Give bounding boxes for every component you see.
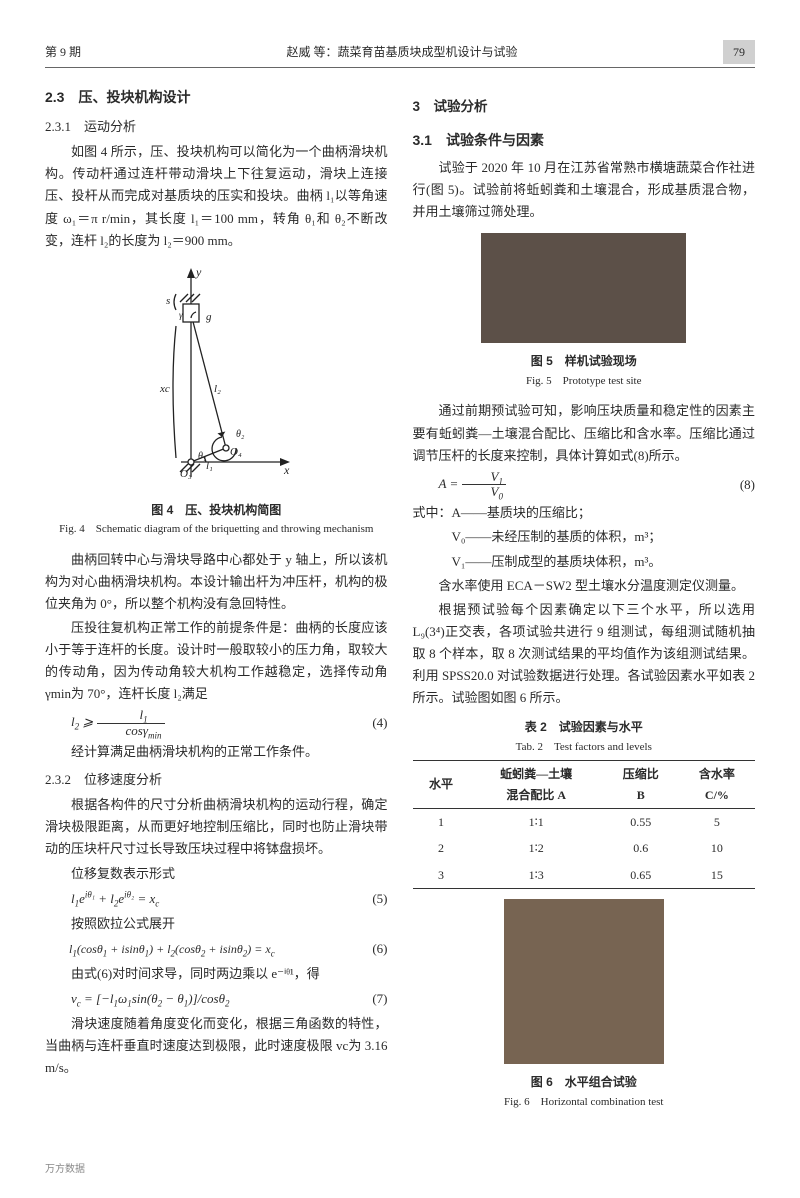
section-2-3-1-heading: 2.3.1 运动分析 [45,116,388,138]
table-row: 31∶30.6515 [413,862,756,889]
para-231c: 压投往复机构正常工作的前提条件是：曲柄的长度应该小于等于连杆的长度。设计时一般取… [45,617,388,705]
page-header: 第 9 期 赵威 等：蔬菜育苗基质块成型机设计与试验 79 [45,40,755,68]
table-cell: 5 [679,809,755,836]
figure-4-caption-en: Fig. 4 Schematic diagram of the briquett… [45,520,388,539]
para-231b: 曲柄回转中心与滑块导路中心都处于 y 轴上，所以该机构为对心曲柄滑块机构。本设计… [45,549,388,615]
table-cell: 1∶1 [470,809,603,836]
table-2-title-cn: 表 2 试验因素与水平 [413,717,756,737]
figure-5-caption-en: Fig. 5 Prototype test site [413,372,756,391]
svg-text:x: x [283,463,290,477]
figure-6-box: 图 6 水平组合试验 Fig. 6 Horizontal combination… [413,899,756,1111]
para-31b: 通过前期预试验可知，影响压块质量和稳定性的因素主要有蚯蚓粪—土壤混合配比、压缩比… [413,400,756,466]
para-232c: 按照欧拉公式展开 [45,913,388,935]
table-cell: 1∶2 [470,835,603,861]
table-cell: 1 [413,809,470,836]
svg-text:O₄: O₄ [230,446,242,458]
table-cell: 0.6 [603,835,679,861]
figure-5-photo [481,233,686,343]
para-31c: 式中：A——基质块的压缩比； [413,502,756,524]
para-231a: 如图 4 所示，压、投块机构可以简化为一个曲柄滑块机构。传动杆通过连杆带动滑块上… [45,141,388,251]
page-number: 79 [723,40,755,64]
table-cell: 15 [679,862,755,889]
svg-text:θ₂: θ₂ [236,429,245,440]
table-header-cell: 水平 [413,761,470,809]
eq8-number: (8) [740,474,755,496]
figure-5-caption-cn: 图 5 样机试验现场 [413,351,756,371]
svg-text:l₁: l₁ [206,460,213,472]
table-2-box: 表 2 试验因素与水平 Tab. 2 Test factors and leve… [413,717,756,889]
svg-text:s: s [166,295,170,307]
equation-7: vc = [−l1ω1sin(θ2 − θ1)]/cosθ2 (7) [45,988,388,1010]
table-row: 11∶10.555 [413,809,756,836]
svg-text:y: y [195,265,202,279]
para-232a: 根据各构件的尺寸分析曲柄滑块机构的运动行程，确定滑块极限距离，从而更好地控制压缩… [45,794,388,860]
eq6-number: (6) [372,938,387,960]
para-31g: 根据预试验每个因素确定以下三个水平，所以选用 L₉(3⁴)正交表，各项试验共进行… [413,599,756,709]
table-header-cell: 压缩比B [603,761,679,809]
table-cell: 10 [679,835,755,861]
table-header-cell: 含水率C/% [679,761,755,809]
para-232e: 滑块速度随着角度变化而变化，根据三角函数的特性，当曲柄与连杆垂直时速度达到极限，… [45,1013,388,1079]
equation-4: l2 ⩾ l1cosγmin (4) [45,708,388,738]
eq5-number: (5) [372,888,387,910]
equation-6: l1(cosθ1 + isinθ1) + l2(cosθ2 + isinθ2) … [45,938,388,960]
section-2-3-heading: 2.3 压、投块机构设计 [45,86,388,110]
section-3-heading: 3 试验分析 [413,96,756,119]
table-cell: 2 [413,835,470,861]
equation-8: A = V1V0 (8) [413,470,756,500]
figure-5-box: 图 5 样机试验现场 Fig. 5 Prototype test site [413,233,756,390]
right-column: 3 试验分析 3.1 试验条件与因素 试验于 2020 年 10 月在江苏省常熟… [413,86,756,1121]
table-2-title-en: Tab. 2 Test factors and levels [413,738,756,757]
content-columns: 2.3 压、投块机构设计 2.3.1 运动分析 如图 4 所示，压、投块机构可以… [45,86,755,1121]
figure-6-photo [504,899,664,1064]
figure-6-caption-en: Fig. 6 Horizontal combination test [413,1093,756,1112]
section-3-1-heading: 3.1 试验条件与因素 [413,129,756,153]
left-column: 2.3 压、投块机构设计 2.3.1 运动分析 如图 4 所示，压、投块机构可以… [45,86,388,1121]
table-cell: 3 [413,862,470,889]
figure-6-caption-cn: 图 6 水平组合试验 [413,1072,756,1092]
para-31d: V₀——未经压制的基质的体积，m³； [413,526,756,548]
svg-text:l₂: l₂ [214,383,221,395]
issue-label: 第 9 期 [45,42,81,62]
table-header-cell: 蚯蚓粪—土壤混合配比 A [470,761,603,809]
para-231d: 经计算满足曲柄滑块机构的正常工作条件。 [45,741,388,763]
svg-text:xc: xc [159,383,170,395]
figure-4-box: y x O₃ O₄ l₁ l₂ θ₁ θ₂ g s γ xc 图 4 压、投块机… [45,262,388,539]
running-title: 赵威 等：蔬菜育苗基质块成型机设计与试验 [287,42,518,62]
table-row: 21∶20.610 [413,835,756,861]
figure-4-diagram: y x O₃ O₄ l₁ l₂ θ₁ θ₂ g s γ xc [136,262,296,492]
eq7-number: (7) [372,988,387,1010]
table-2: 水平蚯蚓粪—土壤混合配比 A压缩比B含水率C/% 11∶10.55521∶20.… [413,760,756,889]
equation-5: l1eiθ₁ + l2eiθ₂ = xc (5) [45,888,388,910]
para-31f: 含水率使用 ECA－SW2 型土壤水分温度测定仪测量。 [413,575,756,597]
svg-text:θ₁: θ₁ [198,451,206,462]
svg-text:O₃: O₃ [180,468,192,480]
section-2-3-2-heading: 2.3.2 位移速度分析 [45,769,388,791]
footer-text: 万方数据 [45,1161,755,1178]
table-cell: 1∶3 [470,862,603,889]
table-cell: 0.65 [603,862,679,889]
svg-text:g: g [206,311,212,323]
para-31a: 试验于 2020 年 10 月在江苏省常熟市横塘蔬菜合作社进行(图 5)。试验前… [413,157,756,223]
para-232d: 由式(6)对时间求导，同时两边乘以 e⁻ⁱᶿ¹，得 [45,963,388,985]
para-232b: 位移复数表示形式 [45,863,388,885]
eq4-number: (4) [372,712,387,734]
para-31e: V₁——压制成型的基质块体积，m³。 [413,551,756,573]
svg-text:γ: γ [179,310,183,320]
table-cell: 0.55 [603,809,679,836]
figure-4-caption-cn: 图 4 压、投块机构简图 [45,500,388,520]
